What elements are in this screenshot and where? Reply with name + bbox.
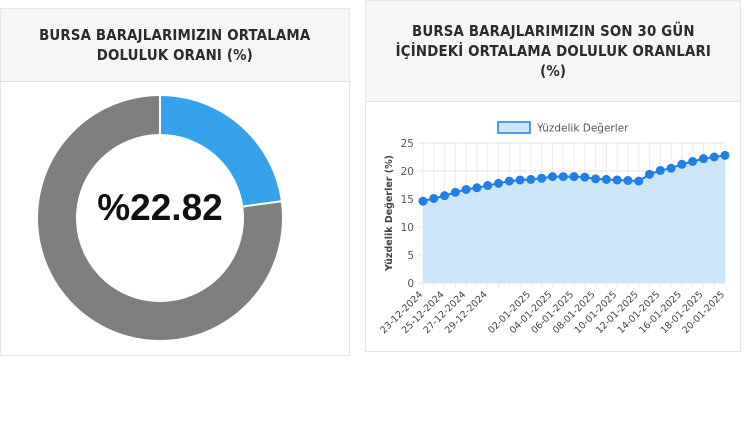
average-fill-rate-title-line-2: DOLULUK ORANI (%) <box>96 46 254 64</box>
last-30-days-title-line-2: İÇİNDEKİ ORTALAMA DOLULUK ORANLARI <box>395 42 711 60</box>
data-point <box>655 165 665 175</box>
data-point <box>666 163 676 173</box>
doughnut-center-label: %22.82 <box>97 187 223 228</box>
data-point <box>645 169 654 179</box>
legend-label: Yüzdelik Değerler <box>536 123 629 135</box>
y-tick-label: 0 <box>407 278 414 290</box>
data-point <box>623 176 633 186</box>
data-point <box>440 191 450 201</box>
data-point <box>494 178 503 188</box>
data-point <box>504 176 514 186</box>
data-point <box>591 174 601 184</box>
data-point <box>418 196 428 206</box>
data-point <box>720 150 730 160</box>
data-point <box>547 172 557 182</box>
average-fill-rate-title-line-1: BURSA BARAJLARIMIZIN ORTALAMA <box>39 26 311 44</box>
average-fill-rate-header: BURSA BARAJLARIMIZIN ORTALAMA DOLULUK OR… <box>1 9 349 82</box>
data-point <box>450 187 460 197</box>
y-axis-label: Yüzdelik Değerler (%) <box>384 155 395 272</box>
y-tick-label: 20 <box>401 166 414 178</box>
data-point <box>472 183 482 193</box>
last-30-days-title-line-3: (%) <box>539 62 567 80</box>
data-point <box>634 176 644 186</box>
data-point <box>558 172 568 182</box>
last-30-days-header: BURSA BARAJLARIMIZIN SON 30 GÜN İÇİNDEKİ… <box>366 1 740 102</box>
data-point <box>569 172 579 182</box>
doughnut-chart: %22.82 <box>36 93 284 342</box>
y-tick-label: 10 <box>401 222 414 234</box>
data-point <box>429 193 439 203</box>
doughnut-svg <box>36 93 284 342</box>
data-point <box>698 154 708 164</box>
data-point <box>709 152 719 162</box>
legend-swatch <box>497 121 531 134</box>
data-point <box>526 174 536 184</box>
data-point <box>537 173 547 183</box>
data-point <box>612 175 622 185</box>
data-point <box>677 159 687 169</box>
y-tick-label: 15 <box>401 194 414 206</box>
data-point <box>515 175 525 185</box>
data-point <box>601 174 611 184</box>
data-point <box>461 184 471 194</box>
data-point <box>688 156 698 166</box>
y-tick-label: 5 <box>407 250 414 262</box>
doughnut-slice-remainder <box>36 93 284 342</box>
y-tick-label: 25 <box>401 138 414 150</box>
data-point <box>483 181 493 191</box>
data-point <box>580 172 590 182</box>
last-30-days-title-line-1: BURSA BARAJLARIMIZIN SON 30 GÜN <box>411 22 695 40</box>
